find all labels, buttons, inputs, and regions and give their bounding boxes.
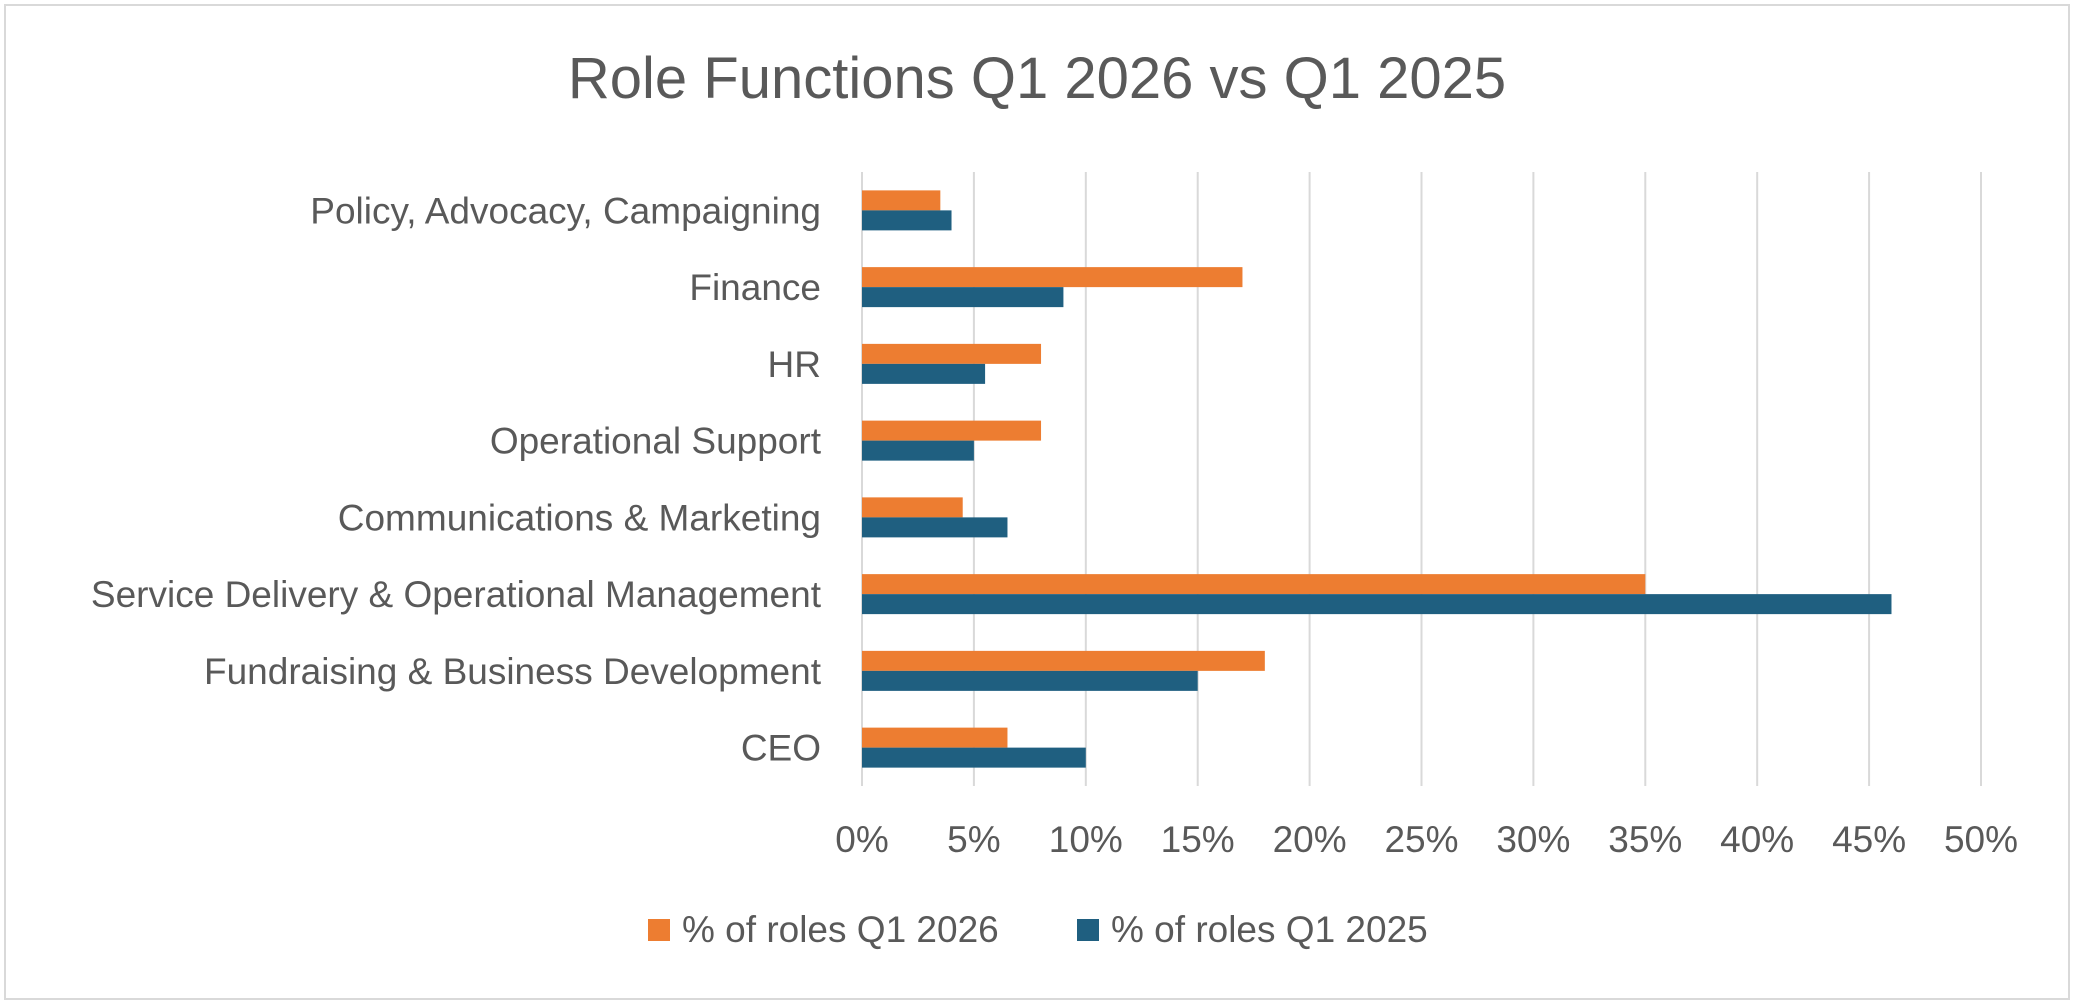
x-tick-label: 45% bbox=[1832, 819, 1906, 860]
bar bbox=[862, 650, 1265, 671]
category-labels: CEO Fundraising & Business Development Ser… bbox=[91, 190, 822, 768]
chart-frame bbox=[4, 4, 2070, 1000]
x-tick-label: 0% bbox=[835, 819, 888, 860]
bar bbox=[862, 190, 941, 211]
bar bbox=[862, 267, 1243, 288]
x-tick-label: 20% bbox=[1273, 819, 1347, 860]
bars bbox=[862, 190, 1892, 768]
category-label: Policy, Advocacy, Campaigning bbox=[310, 190, 821, 231]
legend-swatch bbox=[1077, 919, 1099, 941]
category-label: Service Delivery & Operational Managemen… bbox=[91, 574, 822, 615]
category-label: Fundraising & Business Development bbox=[204, 651, 822, 692]
x-tick-label: 5% bbox=[947, 819, 1000, 860]
x-tick-label: 10% bbox=[1049, 819, 1123, 860]
bar bbox=[862, 287, 1064, 308]
bar bbox=[862, 497, 963, 518]
x-tick-label: 35% bbox=[1608, 819, 1682, 860]
legend-label: % of roles Q1 2026 bbox=[682, 909, 999, 950]
category-label: HR bbox=[768, 344, 821, 385]
legend: % of roles Q1 2026 % of roles Q1 2025 bbox=[648, 909, 1428, 950]
category-label: Finance bbox=[689, 267, 821, 308]
category-label: Operational Support bbox=[490, 421, 822, 462]
bar bbox=[862, 574, 1646, 595]
x-tick-label: 40% bbox=[1720, 819, 1794, 860]
bar bbox=[862, 594, 1892, 615]
x-axis-tick-labels: 0% 5% 10% 15% 20% 25% 30% 35% 40% 45% 50% bbox=[835, 819, 2018, 860]
category-label: Communications & Marketing bbox=[338, 497, 821, 538]
x-tick-label: 30% bbox=[1496, 819, 1570, 860]
bar bbox=[862, 670, 1198, 691]
bar bbox=[862, 440, 974, 461]
gridlines bbox=[861, 172, 1982, 786]
x-tick-label: 50% bbox=[1944, 819, 2018, 860]
legend-label: % of roles Q1 2025 bbox=[1111, 909, 1428, 950]
bar bbox=[862, 420, 1042, 441]
category-label: CEO bbox=[741, 728, 821, 769]
bar bbox=[862, 727, 1008, 748]
chart-title: Role Functions Q1 2026 vs Q1 2025 bbox=[568, 46, 1506, 111]
bar bbox=[862, 517, 1008, 538]
x-tick-label: 25% bbox=[1384, 819, 1458, 860]
bar bbox=[862, 210, 952, 231]
bar bbox=[862, 747, 1086, 768]
bar bbox=[862, 343, 1042, 364]
x-tick-label: 15% bbox=[1161, 819, 1235, 860]
legend-swatch bbox=[648, 919, 670, 941]
bar bbox=[862, 363, 986, 384]
